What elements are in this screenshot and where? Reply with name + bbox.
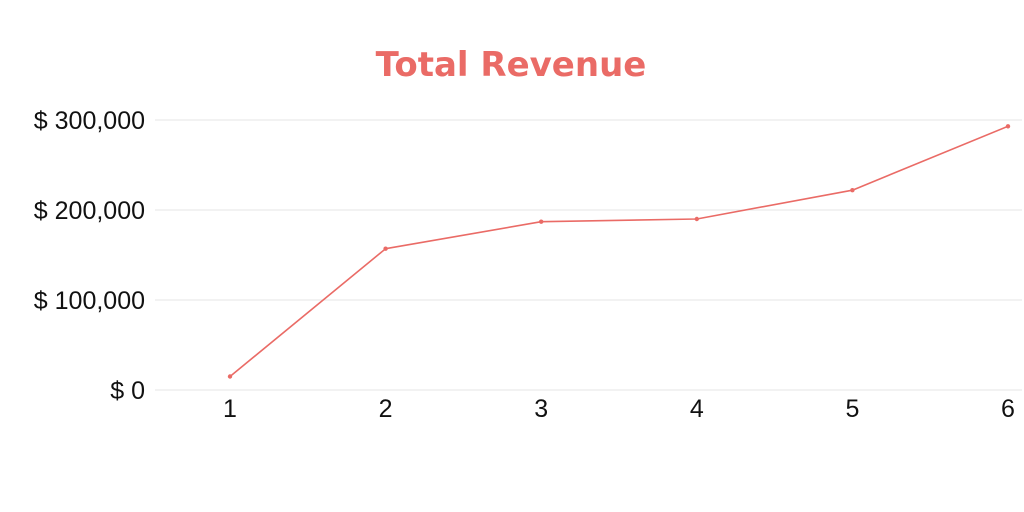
- data-point: [539, 219, 544, 224]
- data-point: [694, 216, 699, 222]
- x-tick-label: 5: [845, 395, 859, 423]
- chart-title: Total Revenue: [376, 45, 647, 85]
- data-point: [227, 374, 233, 379]
- gridlines: [155, 119, 1022, 391]
- y-tick-label: $ 200,000: [34, 197, 145, 225]
- series-layer: [227, 124, 1011, 379]
- series-line: [229, 125, 1009, 378]
- y-axis-tick-labels: $ 0 $ 100,000 $ 200,000 $ 300,000: [34, 107, 145, 405]
- x-tick-label: 2: [379, 395, 393, 423]
- data-point: [383, 246, 388, 251]
- data-point: [850, 188, 855, 193]
- y-tick-label: $ 0: [110, 377, 145, 405]
- x-tick-label: 4: [690, 395, 704, 423]
- data-point: [1005, 124, 1011, 129]
- x-tick-label: 3: [534, 395, 548, 423]
- y-tick-label: $ 300,000: [34, 107, 145, 135]
- x-tick-label: 1: [223, 395, 237, 423]
- x-axis-tick-labels: 1 2 3 4 5 6: [223, 395, 1015, 423]
- x-tick-label: 6: [1001, 395, 1015, 423]
- y-tick-label: $ 100,000: [34, 287, 145, 315]
